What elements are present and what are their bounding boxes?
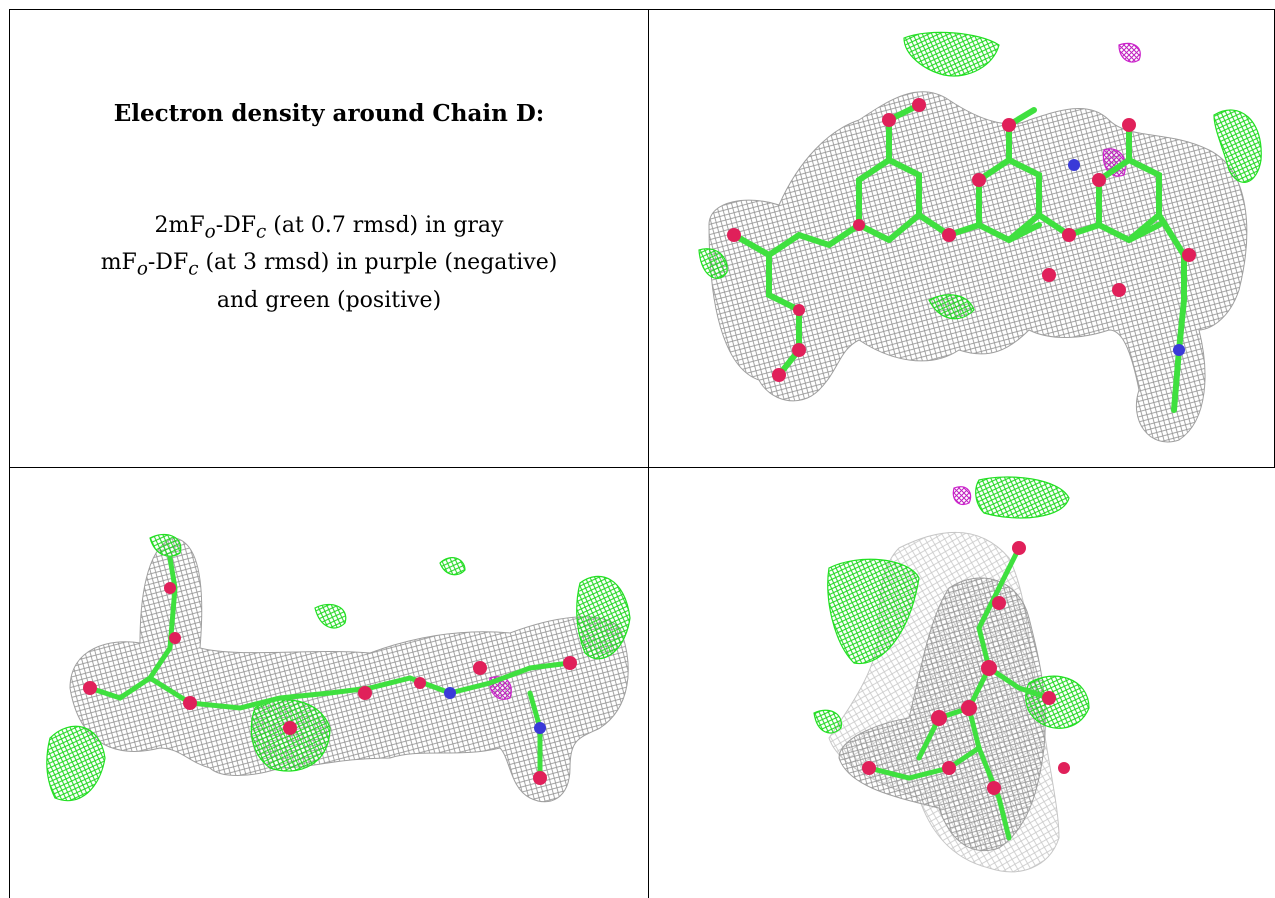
purple-density-blob: [1118, 42, 1141, 63]
green-density-blob: [250, 699, 331, 772]
green-density-blob: [314, 603, 347, 629]
green-density-blob: [928, 294, 975, 320]
green-density-blob: [1213, 109, 1262, 183]
density-view-top-right: [649, 10, 1274, 467]
green-density-blob: [439, 557, 466, 576]
green-density-blob: [149, 533, 182, 557]
legend-line-green: and green (positive): [216, 287, 442, 313]
nitrogen-atoms: [444, 687, 546, 734]
green-density-blob: [827, 558, 920, 665]
legend-line-gray: 2mFo-DFc (at 0.7 rmsd) in gray: [154, 213, 504, 243]
oxygen-atoms: [862, 541, 1070, 795]
legend-line-purple: mFo-DFc (at 3 rmsd) in purple (negative): [100, 250, 558, 280]
oxygen-atoms: [727, 98, 1196, 382]
oxygen-atoms: [83, 582, 577, 785]
gray-density-mesh: [708, 91, 1248, 443]
purple-density-blob: [952, 486, 972, 506]
density-view-bottom-right: [649, 468, 1274, 898]
table-border-center: [648, 9, 649, 898]
green-density-blob: [903, 31, 1000, 77]
green-density-blob: [1025, 675, 1090, 729]
nitrogen-atoms: [1068, 159, 1185, 356]
green-density-blob: [813, 709, 842, 734]
gray-density-mesh: [69, 537, 629, 803]
figure-caption-cell: Electron density around Chain D: 2mFo-DF…: [10, 10, 648, 467]
green-density-blob: [576, 575, 631, 660]
green-density-blob: [698, 248, 728, 279]
green-density-blob: [46, 725, 106, 802]
figure-title: Electron density around Chain D:: [113, 100, 545, 127]
green-density-blob: [975, 476, 1070, 519]
figure-legend: 2mFo-DFc (at 0.7 rmsd) in gray mFo-DFc (…: [10, 210, 648, 316]
table-border-left: [9, 9, 10, 898]
table-border-top: [9, 9, 1275, 10]
density-view-bottom-left: [10, 468, 648, 898]
table-border-middle: [9, 467, 1275, 468]
